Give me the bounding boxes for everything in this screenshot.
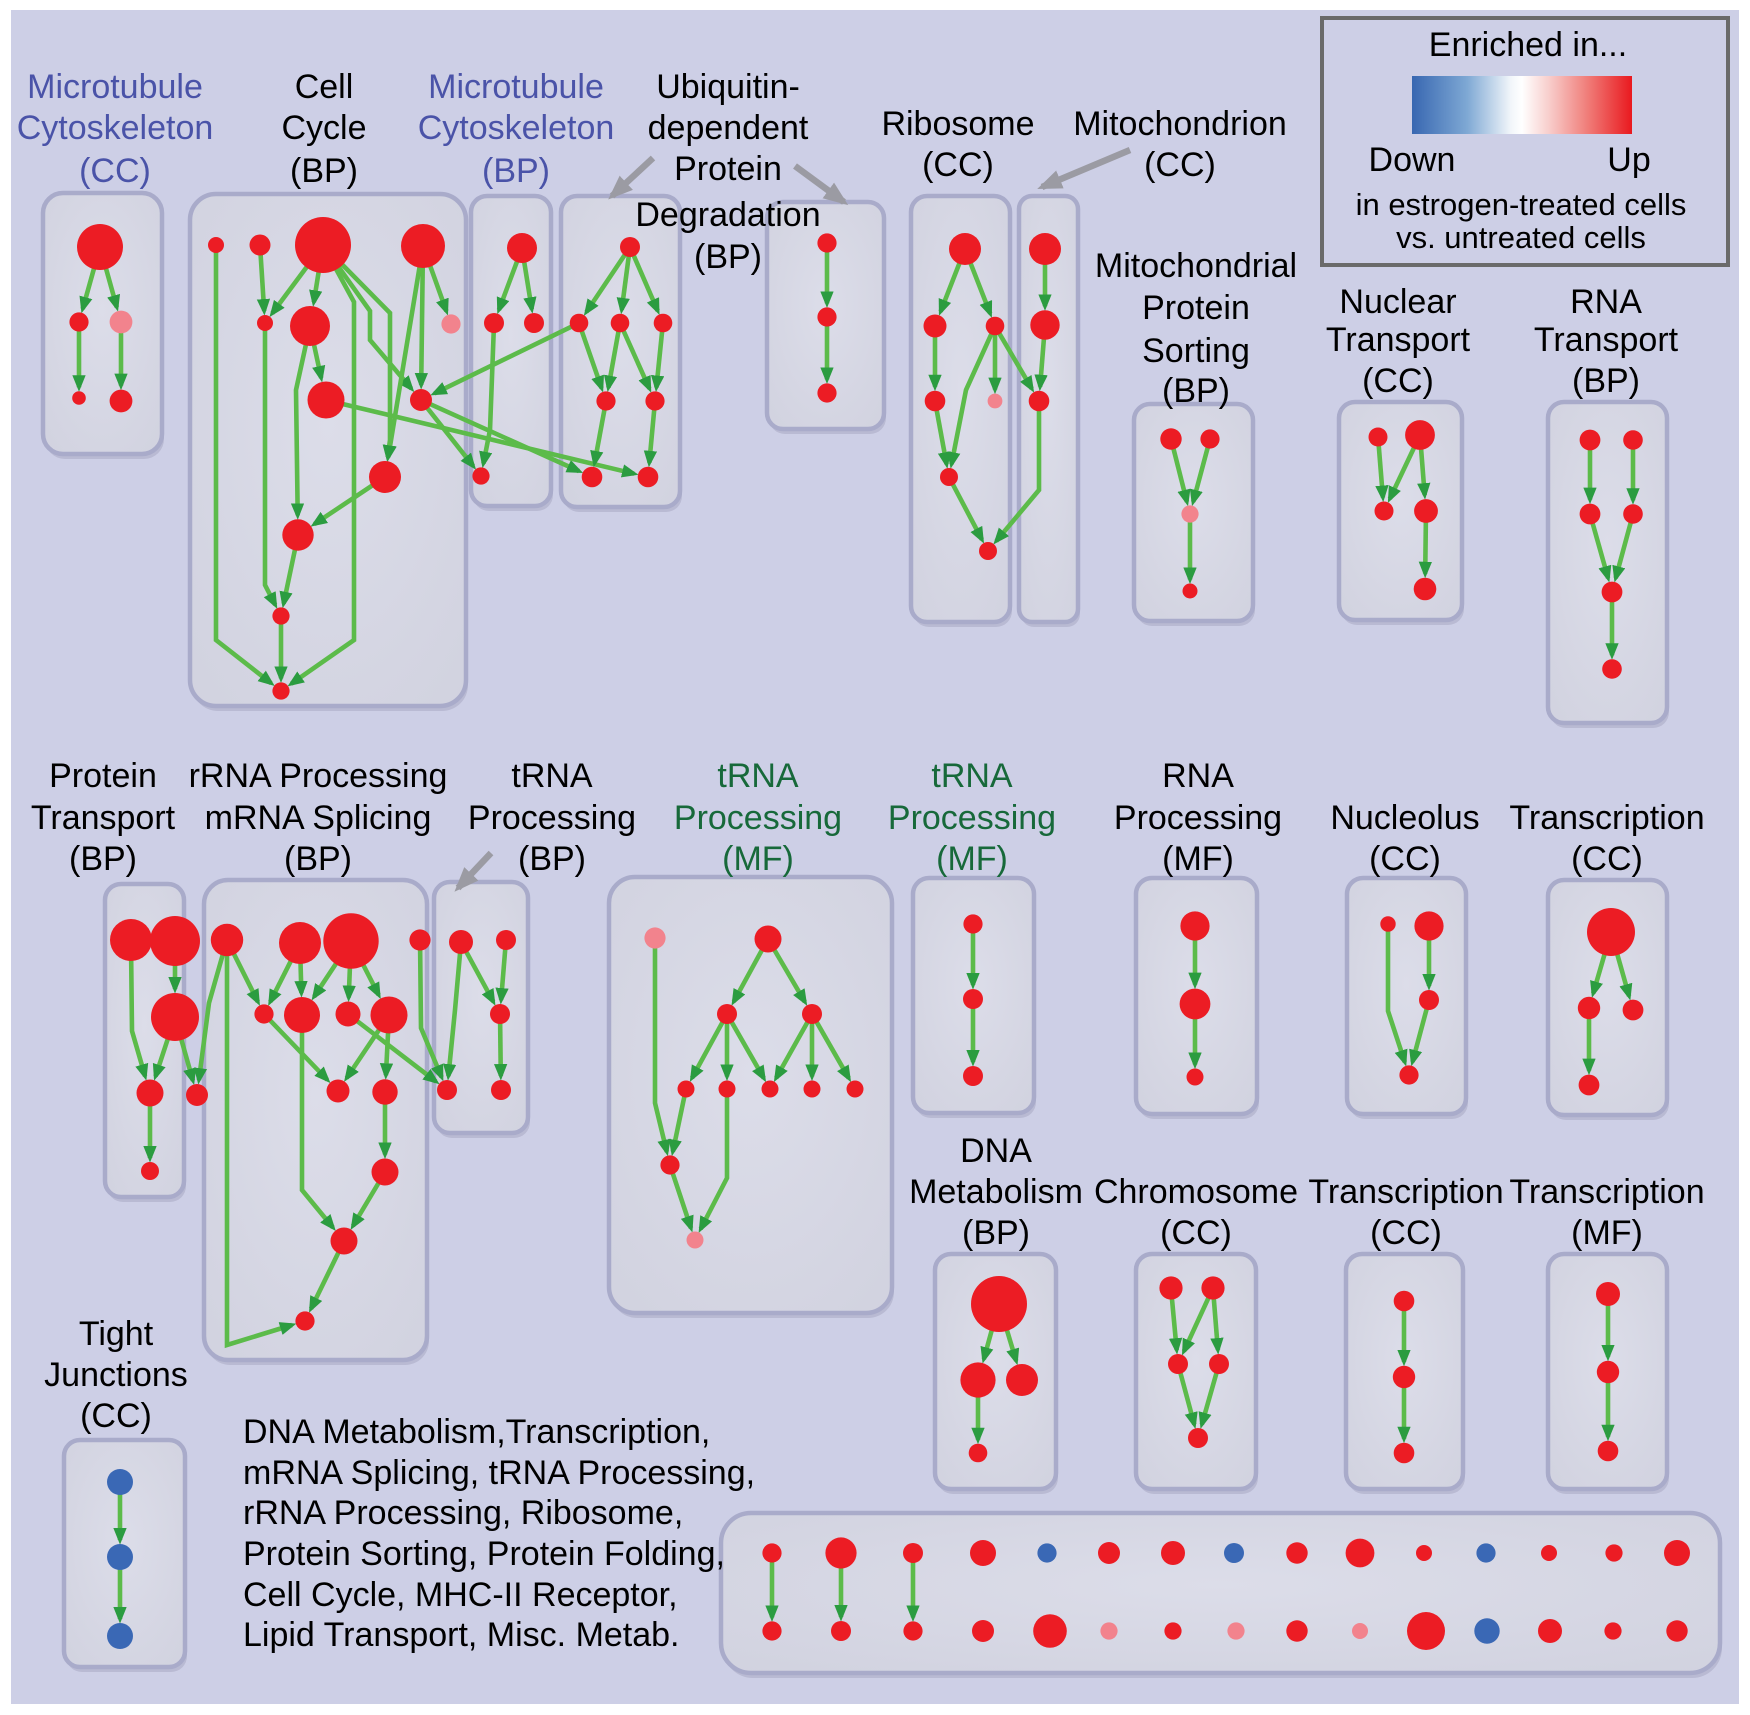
svg-text:Nucleolus: Nucleolus xyxy=(1330,799,1479,837)
svg-text:Mitochondrion: Mitochondrion xyxy=(1073,105,1287,143)
svg-text:(BP): (BP) xyxy=(290,152,358,190)
svg-text:Transport: Transport xyxy=(1326,321,1471,359)
svg-text:mRNA Splicing: mRNA Splicing xyxy=(205,799,432,837)
svg-text:Chromosome: Chromosome xyxy=(1094,1173,1298,1211)
svg-text:vs. untreated cells: vs. untreated cells xyxy=(1396,220,1646,255)
svg-text:Down: Down xyxy=(1369,141,1456,179)
svg-text:Protein: Protein xyxy=(49,757,157,795)
svg-text:Enriched in...: Enriched in... xyxy=(1429,26,1627,64)
svg-text:(BP): (BP) xyxy=(1162,372,1230,410)
svg-text:DNA: DNA xyxy=(960,1132,1032,1170)
svg-text:(CC): (CC) xyxy=(922,146,994,184)
svg-text:Transcription: Transcription xyxy=(1308,1173,1503,1211)
svg-text:(CC): (CC) xyxy=(1370,1214,1442,1252)
svg-text:Protein: Protein xyxy=(1142,289,1250,327)
svg-text:Nuclear: Nuclear xyxy=(1339,283,1456,321)
svg-text:RNA: RNA xyxy=(1162,757,1234,795)
svg-text:(CC): (CC) xyxy=(80,1397,152,1435)
svg-text:tRNA: tRNA xyxy=(931,757,1013,795)
svg-text:Processing: Processing xyxy=(1114,799,1282,837)
svg-text:(MF): (MF) xyxy=(722,840,794,878)
svg-text:Lipid Transport, Misc. Metab.: Lipid Transport, Misc. Metab. xyxy=(243,1616,680,1654)
svg-text:Mitochondrial: Mitochondrial xyxy=(1095,247,1297,285)
svg-text:(BP): (BP) xyxy=(69,840,137,878)
svg-text:Protein Sorting, Protein Foldi: Protein Sorting, Protein Folding, xyxy=(243,1535,725,1573)
svg-text:tRNA: tRNA xyxy=(717,757,799,795)
svg-text:(CC): (CC) xyxy=(1362,362,1434,400)
svg-text:rRNA Processing, Ribosome,: rRNA Processing, Ribosome, xyxy=(243,1494,683,1532)
svg-text:(BP): (BP) xyxy=(482,152,550,190)
svg-text:(CC): (CC) xyxy=(1160,1214,1232,1252)
svg-text:(CC): (CC) xyxy=(1571,840,1643,878)
svg-text:Cycle: Cycle xyxy=(281,109,366,147)
svg-text:Transcription: Transcription xyxy=(1509,799,1704,837)
svg-text:Metabolism: Metabolism xyxy=(909,1173,1083,1211)
svg-text:(BP): (BP) xyxy=(694,238,762,276)
svg-text:Transport: Transport xyxy=(1534,321,1679,359)
svg-text:(CC): (CC) xyxy=(1144,146,1216,184)
svg-text:tRNA: tRNA xyxy=(511,757,593,795)
svg-text:Microtubule: Microtubule xyxy=(27,68,203,106)
svg-text:Cell Cycle, MHC-II Receptor,: Cell Cycle, MHC-II Receptor, xyxy=(243,1576,678,1614)
svg-text:(MF): (MF) xyxy=(1162,840,1234,878)
svg-text:(BP): (BP) xyxy=(1572,362,1640,400)
svg-text:Processing: Processing xyxy=(468,799,636,837)
svg-text:RNA: RNA xyxy=(1570,283,1642,321)
svg-text:in estrogen-treated cells: in estrogen-treated cells xyxy=(1356,187,1687,222)
svg-text:(BP): (BP) xyxy=(518,840,586,878)
svg-text:rRNA Processing: rRNA Processing xyxy=(189,757,448,795)
svg-text:Junctions: Junctions xyxy=(44,1356,188,1394)
svg-text:DNA Metabolism,Transcription,: DNA Metabolism,Transcription, xyxy=(243,1413,710,1451)
svg-text:(MF): (MF) xyxy=(936,840,1008,878)
svg-text:Cell: Cell xyxy=(295,68,354,106)
svg-text:Degradation: Degradation xyxy=(635,196,820,234)
svg-text:Microtubule: Microtubule xyxy=(428,68,604,106)
svg-text:Processing: Processing xyxy=(674,799,842,837)
svg-text:(MF): (MF) xyxy=(1571,1214,1643,1252)
svg-text:dependent: dependent xyxy=(648,109,809,147)
svg-text:Up: Up xyxy=(1607,141,1650,179)
svg-text:(CC): (CC) xyxy=(1369,840,1441,878)
svg-text:Processing: Processing xyxy=(888,799,1056,837)
svg-text:(CC): (CC) xyxy=(79,152,151,190)
svg-text:Protein: Protein xyxy=(674,150,782,188)
svg-text:Tight: Tight xyxy=(79,1315,154,1353)
svg-text:(BP): (BP) xyxy=(284,840,352,878)
svg-text:Sorting: Sorting xyxy=(1142,332,1250,370)
svg-text:Cytoskeleton: Cytoskeleton xyxy=(17,109,214,147)
svg-text:(BP): (BP) xyxy=(962,1214,1030,1252)
svg-text:Transcription: Transcription xyxy=(1509,1173,1704,1211)
svg-text:Ribosome: Ribosome xyxy=(881,105,1034,143)
svg-text:Cytoskeleton: Cytoskeleton xyxy=(418,109,615,147)
svg-text:Transport: Transport xyxy=(31,799,176,837)
svg-text:mRNA Splicing, tRNA Processing: mRNA Splicing, tRNA Processing, xyxy=(243,1454,755,1492)
svg-text:Ubiquitin-: Ubiquitin- xyxy=(656,68,800,106)
